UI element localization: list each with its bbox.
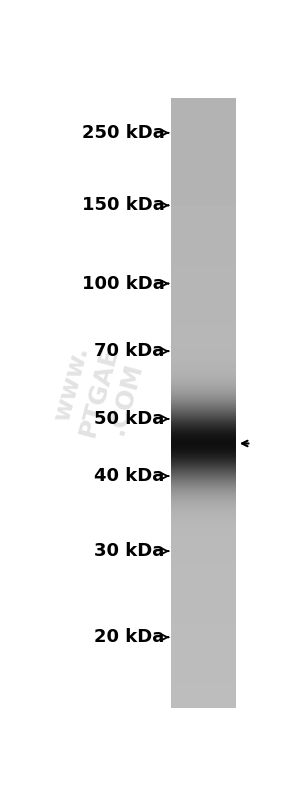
Text: 30 kDa: 30 kDa [94,543,164,560]
Text: www.
PTGAE
.COM: www. PTGAE .COM [48,336,149,446]
Text: 150 kDa: 150 kDa [82,197,164,214]
Text: 70 kDa: 70 kDa [94,342,164,360]
Text: 20 kDa: 20 kDa [94,628,164,646]
Text: 100 kDa: 100 kDa [82,275,164,292]
Text: 50 kDa: 50 kDa [94,410,164,428]
Text: 40 kDa: 40 kDa [94,467,164,485]
Text: 250 kDa: 250 kDa [82,124,164,141]
